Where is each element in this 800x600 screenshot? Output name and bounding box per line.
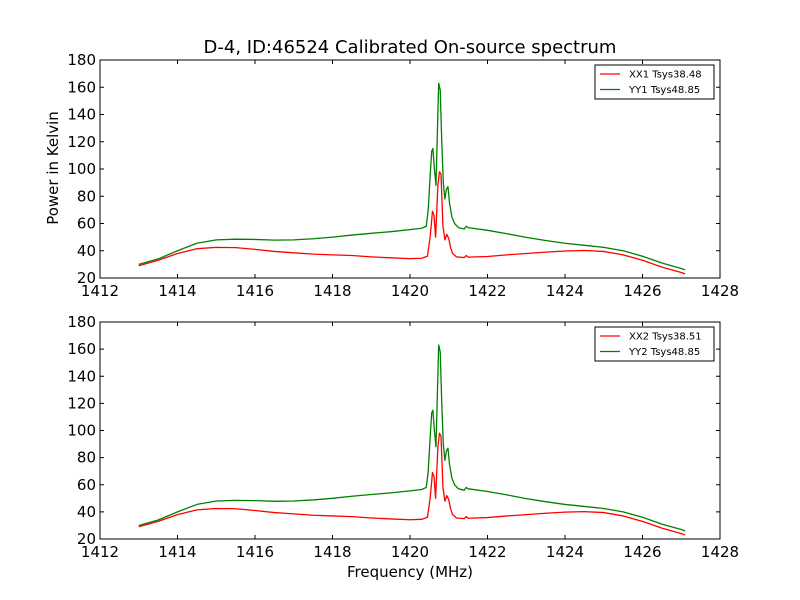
legend-label: XX1 Tsys38.48	[629, 70, 702, 81]
y-tick-label: 20	[77, 269, 96, 287]
y-axis-label-top: Power in Kelvin	[44, 111, 62, 225]
x-axis-label: Frequency (MHz)	[347, 563, 473, 581]
y-tick-label: 140	[67, 106, 96, 124]
series-line-xx	[138, 432, 686, 536]
y-tick-label: 180	[67, 313, 96, 331]
legend-label: YY1 Tsys48.85	[628, 85, 700, 96]
x-tick-label: 1412	[81, 282, 119, 300]
y-tick-label: 120	[67, 394, 96, 412]
legend-label: XX2 Tsys38.51	[629, 332, 702, 343]
x-tick-label: 1428	[701, 543, 739, 561]
legend: XX2 Tsys38.51 YY2 Tsys48.85	[594, 326, 715, 362]
y-tick-label: 40	[77, 242, 96, 260]
x-tick-label: 1414	[158, 543, 196, 561]
y-tick-label: 120	[67, 133, 96, 151]
y-tick-label: 140	[67, 367, 96, 385]
legend-box	[594, 326, 715, 362]
bottom-subplot: 1412 1414 1416 1418 1420 1422 1424 1426 1428 20 40…	[67, 313, 739, 561]
x-tick-label: 1420	[391, 543, 429, 561]
x-tick-label: 1428	[701, 282, 739, 300]
x-tick-label: 1424	[546, 543, 584, 561]
legend: XX1 Tsys38.48 YY1 Tsys48.85	[594, 64, 715, 100]
y-tick-label: 180	[67, 51, 96, 69]
y-tick-label: 160	[67, 340, 96, 358]
y-tick-label: 20	[77, 530, 96, 548]
series-line-yy	[138, 344, 686, 532]
x-tick-label: 1426	[623, 543, 661, 561]
series-group	[138, 344, 686, 536]
x-tick-label: 1418	[313, 543, 351, 561]
y-tick-label: 80	[77, 449, 96, 467]
y-tick-label: 100	[67, 160, 96, 178]
legend-box	[594, 64, 715, 100]
x-tick-label: 1422	[468, 282, 506, 300]
x-tick-label: 1418	[313, 282, 351, 300]
x-tick-label: 1424	[546, 282, 584, 300]
y-tick-label: 60	[77, 476, 96, 494]
y-tick-label: 80	[77, 187, 96, 205]
x-tick-label: 1420	[391, 282, 429, 300]
y-tick-label: 60	[77, 215, 96, 233]
x-tick-label: 1416	[236, 282, 274, 300]
series-line-yy	[138, 82, 686, 271]
chart-title: D-4, ID:46524 Calibrated On-source spect…	[204, 37, 617, 58]
series-group	[138, 82, 686, 275]
x-tick-label: 1426	[623, 282, 661, 300]
y-tick-label: 100	[67, 422, 96, 440]
legend-label: YY2 Tsys48.85	[628, 347, 700, 358]
x-tick-label: 1422	[468, 543, 506, 561]
x-tick-label: 1416	[236, 543, 274, 561]
series-line-xx	[138, 171, 686, 275]
x-tick-label: 1412	[81, 543, 119, 561]
x-tick-label: 1414	[158, 282, 196, 300]
y-tick-label: 40	[77, 503, 96, 521]
y-tick-label: 160	[67, 78, 96, 96]
top-subplot: 1412 1414 1416 1418 1420 1422 1424 1426 1428 20 40…	[67, 51, 739, 300]
